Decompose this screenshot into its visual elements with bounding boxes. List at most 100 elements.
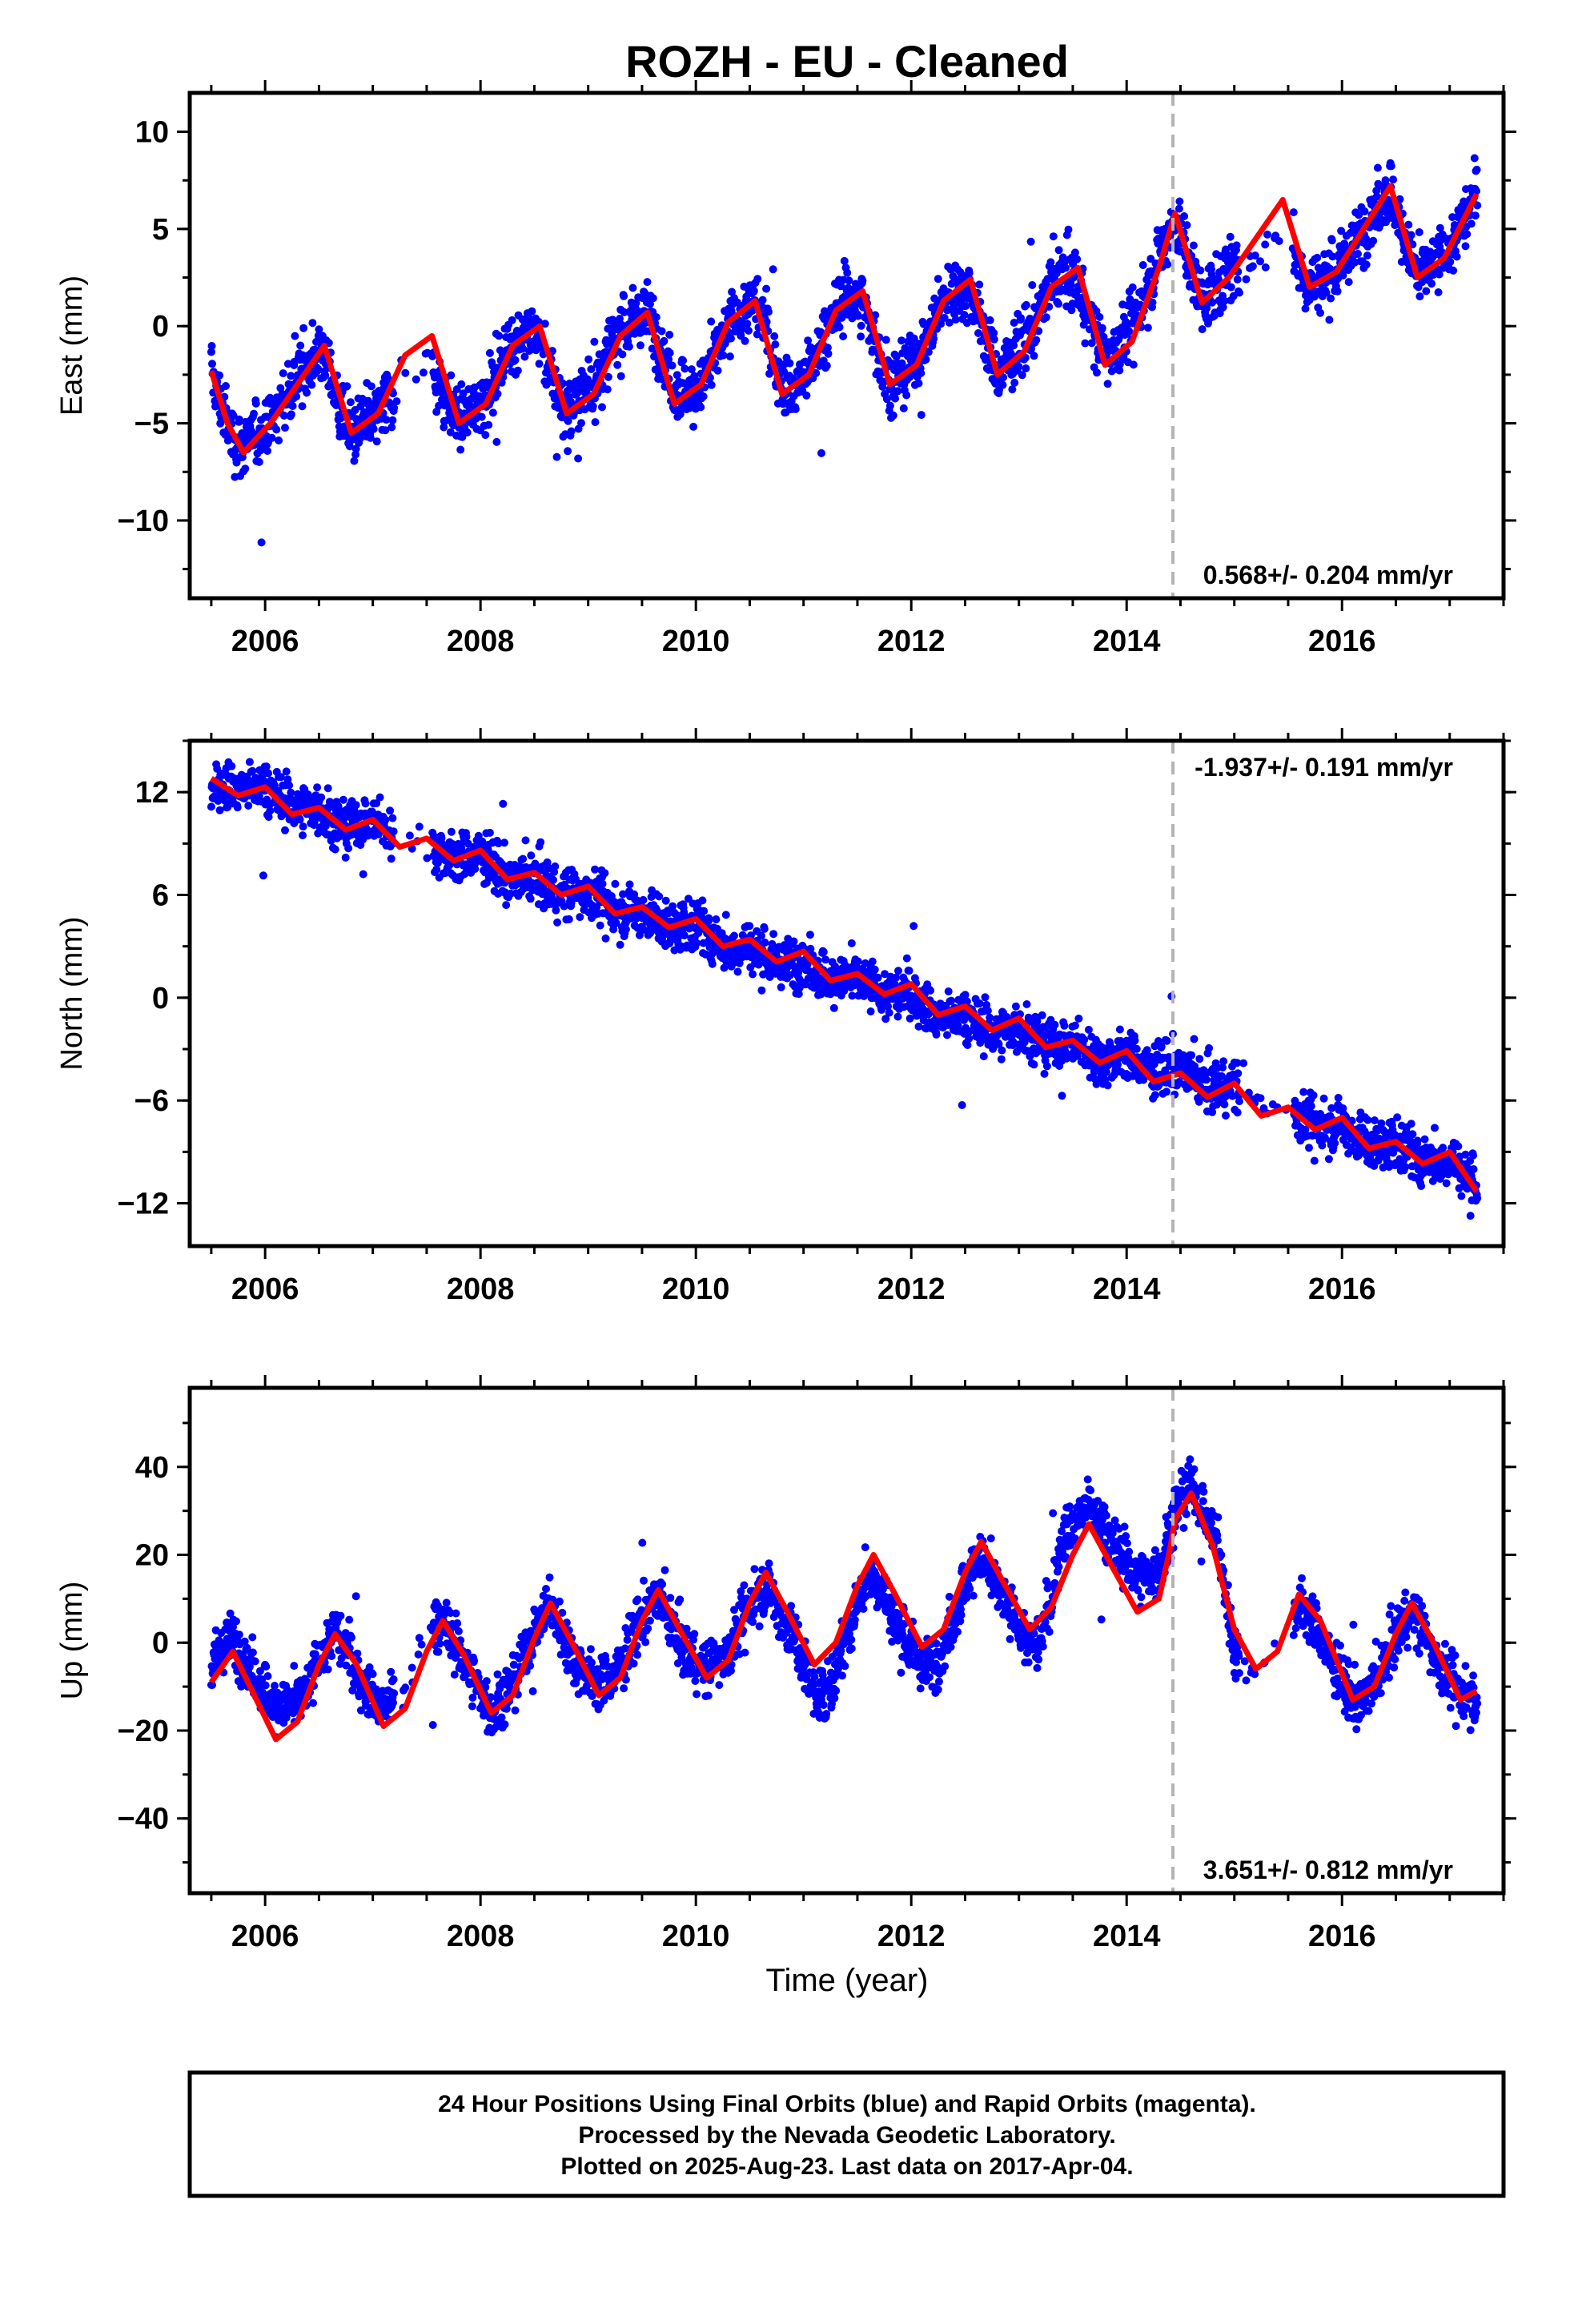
data-point (1095, 312, 1104, 321)
x-tick-label: 2016 (1308, 625, 1376, 658)
data-point (1028, 281, 1037, 289)
data-point (215, 371, 224, 380)
data-point (1099, 332, 1108, 341)
data-point (892, 352, 901, 361)
data-point (1219, 303, 1227, 312)
data-point (745, 922, 754, 931)
data-point (1344, 278, 1353, 287)
data-point (207, 802, 215, 811)
data-point (962, 302, 970, 311)
data-point (299, 822, 307, 831)
data-point (789, 937, 798, 946)
data-point (344, 844, 353, 853)
data-point (259, 871, 267, 880)
data-point (299, 831, 307, 840)
data-point (229, 412, 238, 420)
data-point (899, 404, 908, 412)
data-point (932, 1030, 941, 1039)
data-point (1129, 360, 1138, 369)
data-point (1256, 1094, 1265, 1103)
data-point (387, 854, 396, 863)
data-point (893, 387, 902, 396)
data-point (1070, 248, 1079, 257)
data-point (812, 368, 821, 377)
data-point (950, 303, 958, 312)
data-point (837, 282, 845, 291)
data-point (1355, 211, 1363, 219)
data-point (1128, 283, 1137, 292)
data-point (843, 268, 852, 277)
data-point (762, 317, 771, 326)
data-point (382, 416, 391, 424)
data-point (721, 911, 730, 919)
data-point (962, 319, 971, 328)
data-point (823, 344, 832, 352)
data-point (345, 442, 354, 451)
data-point (668, 361, 677, 370)
plot-area (207, 154, 1482, 547)
data-point (540, 320, 549, 328)
data-point (303, 388, 311, 397)
data-point (1060, 1021, 1069, 1030)
data-point (463, 428, 472, 436)
data-point (321, 371, 330, 380)
data-point (459, 389, 468, 398)
data-point (753, 330, 761, 339)
data-point (858, 276, 867, 285)
data-point (1275, 237, 1283, 245)
data-point (819, 947, 828, 956)
data-point (520, 352, 529, 361)
data-point (835, 323, 844, 332)
data-point (485, 828, 494, 837)
y-tick-label: −5 (135, 408, 169, 441)
data-point (245, 758, 254, 766)
data-point (603, 385, 612, 394)
data-point (499, 799, 508, 808)
data-point (917, 411, 926, 420)
data-point (307, 380, 316, 389)
data-point (857, 321, 865, 330)
data-point (591, 418, 600, 427)
data-point (926, 986, 935, 995)
data-point (719, 351, 728, 360)
data-point (296, 341, 305, 350)
data-point (1362, 260, 1371, 269)
data-point (419, 368, 428, 377)
data-point (405, 831, 414, 840)
data-point (1162, 1036, 1171, 1045)
data-point (251, 399, 260, 408)
data-point (590, 337, 599, 346)
data-point (914, 379, 923, 388)
data-point (679, 356, 688, 365)
data-point (997, 1055, 1006, 1063)
data-point (1251, 251, 1259, 260)
data-point (707, 317, 716, 326)
data-point (1148, 298, 1157, 307)
data-point (924, 348, 933, 356)
data-point (495, 332, 504, 340)
data-point (500, 838, 508, 847)
data-point (1045, 303, 1054, 311)
data-point (1022, 1000, 1031, 1008)
data-point (447, 827, 456, 836)
data-point (317, 793, 326, 802)
data-point (577, 419, 585, 428)
data-point (1067, 306, 1076, 315)
data-point (893, 1012, 902, 1021)
data-point (1360, 207, 1369, 215)
data-point (1062, 263, 1070, 272)
data-point (1452, 252, 1461, 261)
data-point (986, 1013, 994, 1022)
data-point (1049, 232, 1058, 241)
data-point (315, 325, 323, 334)
y-tick-label: 0 (152, 310, 169, 344)
data-point (1470, 154, 1479, 163)
data-point (551, 862, 560, 870)
data-point (965, 268, 974, 277)
data-point (725, 352, 734, 361)
data-point (390, 404, 399, 412)
data-point (266, 393, 275, 402)
data-point (655, 892, 664, 901)
data-point (728, 287, 737, 296)
